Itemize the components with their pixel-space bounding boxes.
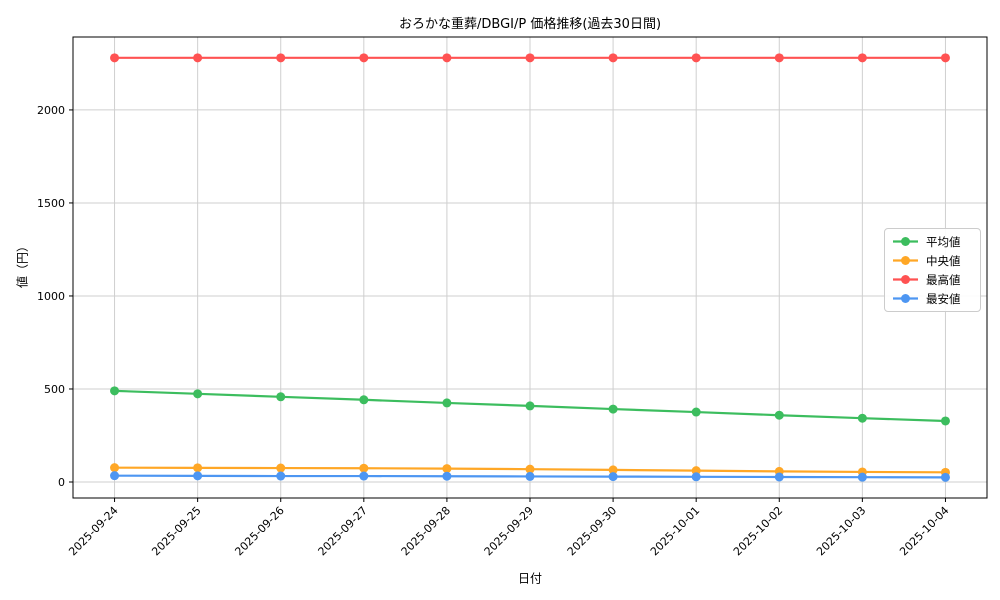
data-point [442,53,452,63]
data-point [608,465,618,475]
data-point [110,471,120,481]
data-point [276,392,286,402]
data-point [691,53,701,63]
x-tick-label: 2025-10-02 [731,504,785,558]
y-tick-label: 500 [44,383,65,396]
line-marker-icon [893,294,918,303]
data-point [608,53,618,63]
y-tick-label: 1500 [37,197,65,210]
legend-label-average: 平均値 [926,234,961,249]
y-tick-label: 0 [58,476,65,489]
data-point [691,407,701,417]
data-point [940,472,950,482]
data-point [940,416,950,426]
data-point [110,386,120,396]
data-point [359,463,369,473]
y-tick-label: 2000 [37,104,65,117]
data-point [940,53,950,63]
legend: 平均値 中央値 最高値 最安値 [884,228,981,312]
data-point [857,472,867,482]
data-point [525,401,535,411]
x-tick-label: 2025-10-03 [814,504,868,558]
data-point [193,471,203,481]
data-point [525,53,535,63]
data-point [442,464,452,474]
data-point [276,463,286,473]
data-point [359,471,369,481]
line-marker-icon [893,275,918,284]
data-point [193,53,203,63]
legend-item-median: 中央値 [892,253,973,269]
x-tick-label: 2025-09-27 [316,504,370,558]
x-tick-label: 2025-10-04 [897,504,951,558]
data-point [525,471,535,481]
data-point [691,472,701,482]
legend-item-min: 最安値 [892,291,973,307]
data-point [857,413,867,423]
legend-item-max: 最高値 [892,272,973,288]
data-point [276,53,286,63]
x-axis-label: 日付 [517,571,543,586]
y-tick-label: 1000 [37,290,65,303]
data-point [110,463,120,473]
data-point [359,395,369,405]
data-point [193,463,203,473]
x-tick-label: 2025-09-25 [149,504,203,558]
x-tick-label: 2025-09-29 [482,504,536,558]
legend-label-median: 中央値 [926,253,961,268]
data-point [774,53,784,63]
data-point [193,389,203,399]
legend-label-max: 最高値 [926,272,961,287]
x-tick-label: 2025-09-30 [565,504,619,558]
data-point [774,410,784,420]
data-point [608,472,618,482]
data-point [608,404,618,414]
line-marker-icon [893,237,918,246]
data-point [525,464,535,474]
line-marker-icon [893,256,918,265]
data-point [276,471,286,481]
data-point [110,53,120,63]
data-point [774,472,784,482]
x-tick-label: 2025-09-24 [66,504,120,558]
x-tick-label: 2025-10-01 [648,504,702,558]
x-tick-label: 2025-09-28 [399,504,453,558]
data-point [359,53,369,63]
x-tick-label: 2025-09-26 [232,504,286,558]
legend-item-average: 平均値 [892,234,973,250]
data-point [442,471,452,481]
legend-label-min: 最安値 [926,291,961,306]
chart-title: おろかな重葬/DBGI/P 価格推移(過去30日間) [398,17,662,32]
data-point [442,398,452,408]
data-point [857,53,867,63]
